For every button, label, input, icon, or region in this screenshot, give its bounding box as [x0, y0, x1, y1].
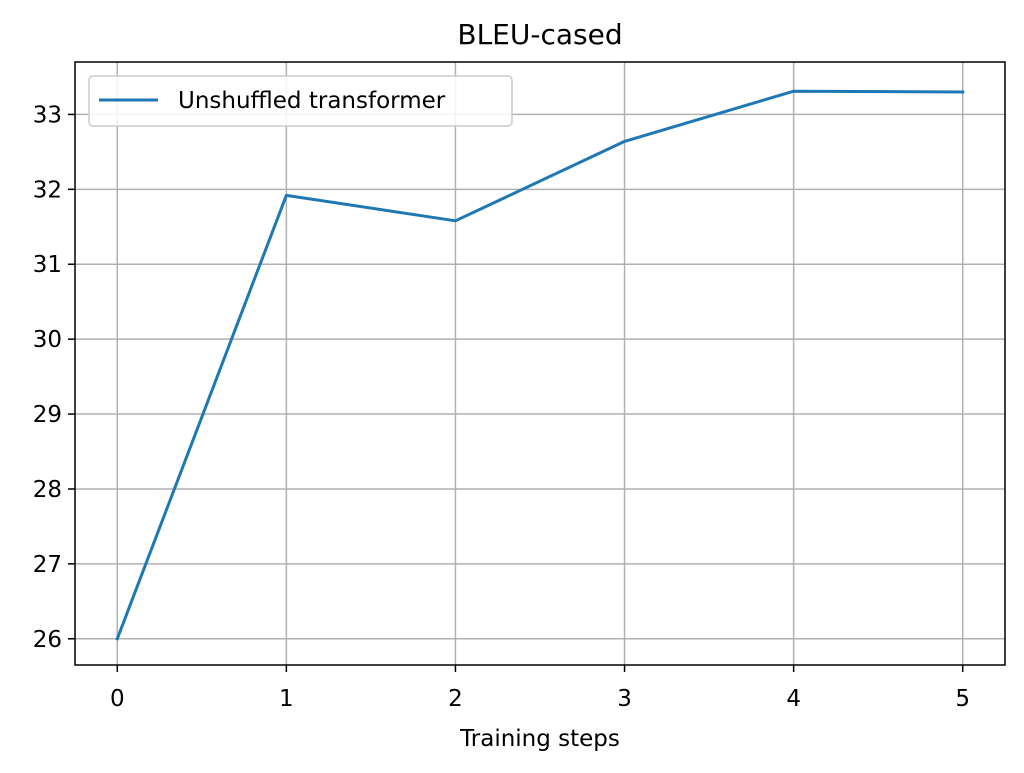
x-tick-label-0: 0: [110, 686, 125, 712]
legend: Unshuffled transformer: [88, 75, 513, 127]
plot-frame: [74, 61, 1006, 666]
y-tick-label-0: 26: [33, 627, 62, 653]
axis-ticks: 0 1 2 3 4 5 26 27 28 29 30 31 32 33: [33, 102, 970, 712]
series-layer: [115, 89, 965, 641]
y-tick-label-5: 31: [33, 252, 62, 278]
x-tick-label-3: 3: [617, 686, 632, 712]
y-tick-label-4: 30: [33, 327, 62, 353]
legend-label: Unshuffled transformer: [178, 88, 446, 114]
series-line-0: [115, 89, 965, 641]
y-tick-label-6: 32: [33, 177, 62, 203]
y-tick-label-2: 28: [33, 477, 62, 503]
chart-title: BLEU-cased: [457, 18, 622, 51]
y-tick-label-1: 27: [33, 552, 62, 578]
grid-lines: [75, 62, 1005, 665]
y-tick-label-3: 29: [33, 402, 62, 428]
x-axis-label: Training steps: [459, 726, 620, 752]
y-tick-label-7: 33: [33, 102, 62, 128]
x-tick-label-2: 2: [448, 686, 463, 712]
legend-box: [88, 75, 513, 127]
x-tick-label-5: 5: [955, 686, 970, 712]
x-tick-label-4: 4: [786, 686, 801, 712]
x-tick-label-1: 1: [279, 686, 294, 712]
